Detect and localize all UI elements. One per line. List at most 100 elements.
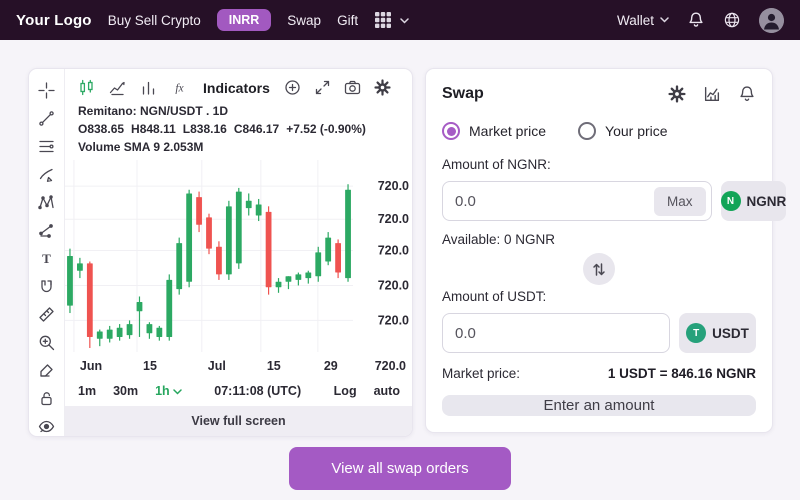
- enter-amount-button[interactable]: Enter an amount: [442, 395, 756, 416]
- nav-item-buy-sell-crypto[interactable]: Buy Sell Crypto: [108, 13, 201, 28]
- market-price-row-value: 1 USDT = 846.16 NGNR: [608, 366, 756, 381]
- zoom-in-icon[interactable]: [37, 333, 56, 352]
- your-price-radio[interactable]: [578, 122, 596, 140]
- ngnr-amount-label: Amount of NGNR:: [442, 157, 756, 172]
- plus-circle-icon[interactable]: [284, 79, 302, 97]
- chart-clock[interactable]: 07:11:08 (UTC): [214, 384, 301, 398]
- eye-icon[interactable]: [37, 417, 56, 436]
- svg-text:720.0: 720.0: [378, 212, 409, 226]
- swap-arrows-icon: [592, 262, 606, 277]
- nav-item-inrr-badge[interactable]: INRR: [217, 9, 272, 31]
- svg-text:720.0: 720.0: [378, 243, 409, 257]
- usdt-amount-box: [442, 313, 670, 353]
- brush-icon[interactable]: [37, 165, 56, 184]
- columns-icon[interactable]: [140, 79, 158, 97]
- ngnr-token-button[interactable]: N NGNR: [721, 181, 787, 221]
- fullscreen-icon[interactable]: [314, 79, 332, 97]
- chart-tools-rail: T: [29, 69, 65, 436]
- gear-icon[interactable]: [374, 79, 392, 97]
- chart-x-axis[interactable]: 720.0 Jun15Jul1529: [65, 359, 412, 377]
- market-price-row-label: Market price:: [442, 366, 520, 381]
- eraser-icon[interactable]: [37, 361, 56, 380]
- wallet-label: Wallet: [617, 13, 654, 28]
- bell-icon[interactable]: [687, 11, 705, 29]
- chart-top-left-icons: fx: [78, 79, 189, 97]
- swap-header-icons: [668, 85, 756, 103]
- price-chart-icon[interactable]: [703, 85, 721, 103]
- navbar-right: Wallet: [617, 8, 784, 33]
- trend-line-icon[interactable]: [37, 109, 56, 128]
- ngnr-token-label: NGNR: [747, 194, 787, 209]
- avatar[interactable]: [759, 8, 784, 33]
- ngnr-token-icon: N: [721, 191, 741, 211]
- ohlc-close: C846.17: [234, 121, 279, 138]
- market-price-radio[interactable]: [442, 122, 460, 140]
- wallet-menu[interactable]: Wallet: [617, 13, 669, 28]
- indicators-button[interactable]: Indicators: [203, 80, 270, 96]
- usdt-token-icon: T: [686, 323, 706, 343]
- timeframe-1h-button[interactable]: 1h: [155, 384, 182, 398]
- globe-icon[interactable]: [723, 11, 741, 29]
- ngnr-amount-box: Max: [442, 181, 712, 221]
- x-axis-tick-label: Jun: [80, 359, 102, 373]
- bell-icon[interactable]: [738, 85, 756, 103]
- crosshair-icon[interactable]: [37, 81, 56, 100]
- nav-item-gift[interactable]: Gift: [337, 13, 358, 28]
- camera-icon[interactable]: [344, 79, 362, 97]
- usdt-amount-input[interactable]: [455, 325, 664, 342]
- text-icon[interactable]: T: [37, 249, 56, 268]
- apps-caret-down-icon[interactable]: [400, 11, 409, 29]
- y-axis-bottom-label: 720.0: [375, 359, 406, 373]
- chart-top-toolbar: fx Indicators: [65, 69, 412, 101]
- swap-direction-button[interactable]: [583, 253, 615, 285]
- timeframe-1m-button[interactable]: 1m: [78, 384, 96, 398]
- price-mode-radios: Market price Your price: [442, 122, 756, 140]
- chart-symbol-line[interactable]: Remitano: NGN/USDT . 1D: [65, 101, 412, 120]
- view-full-screen-button[interactable]: View full screen: [65, 406, 412, 436]
- swap-header: Swap: [442, 85, 756, 103]
- auto-scale-button[interactable]: auto: [374, 384, 400, 398]
- svg-text:720.0: 720.0: [378, 278, 409, 292]
- x-axis-tick-label: 15: [143, 359, 157, 373]
- ngnr-amount-input[interactable]: [455, 193, 654, 210]
- fib-icon[interactable]: [37, 137, 56, 156]
- xabcd-icon[interactable]: [37, 193, 56, 212]
- view-all-swap-orders-button[interactable]: View all swap orders: [289, 447, 511, 490]
- usdt-token-label: USDT: [712, 326, 749, 341]
- magnet-icon[interactable]: [37, 277, 56, 296]
- navbar: Your Logo Buy Sell Crypto INRR Swap Gift…: [0, 0, 800, 40]
- x-axis-tick-label: Jul: [208, 359, 226, 373]
- svg-text:fx: fx: [175, 83, 184, 95]
- logo[interactable]: Your Logo: [16, 12, 92, 29]
- ngnr-amount-row: Max N NGNR: [442, 181, 756, 221]
- usdt-token-button[interactable]: T USDT: [679, 313, 756, 353]
- chart-main: fx Indicators Remitano: NGN/USDT . 1D O8…: [65, 69, 412, 436]
- timeframe-1h-label: 1h: [155, 384, 170, 398]
- grid-menu-icon[interactable]: [374, 11, 392, 29]
- usdt-amount-row: T USDT: [442, 313, 756, 353]
- svg-text:720.0: 720.0: [378, 179, 409, 193]
- market-price-row: Market price: 1 USDT = 846.16 NGNR: [442, 366, 756, 381]
- projection-icon[interactable]: [37, 221, 56, 240]
- chart-footer-toolbar: 1m 30m 1h 07:11:08 (UTC) Log auto: [65, 377, 412, 401]
- gear-icon[interactable]: [668, 85, 686, 103]
- your-price-label[interactable]: Your price: [605, 123, 668, 139]
- usdt-amount-label: Amount of USDT:: [442, 289, 756, 304]
- fx-icon[interactable]: fx: [171, 79, 189, 97]
- chart-ohlc-row: O838.65 H848.11 L838.16 C846.17 +7.52 (-…: [65, 120, 412, 138]
- timeframe-30m-button[interactable]: 30m: [113, 384, 138, 398]
- lock-icon[interactable]: [37, 389, 56, 408]
- max-button[interactable]: Max: [654, 187, 706, 216]
- chart-plot-area[interactable]: 720.0720.0720.0720.0720.0: [65, 158, 412, 359]
- log-scale-button[interactable]: Log: [334, 384, 357, 398]
- forecast-icon[interactable]: [109, 79, 127, 97]
- ruler-icon[interactable]: [37, 305, 56, 324]
- ohlc-high: H848.11: [131, 121, 176, 138]
- candlestick-chart: 720.0720.0720.0720.0720.0: [65, 158, 411, 354]
- candlestick-icon[interactable]: [78, 79, 96, 97]
- swap-title: Swap: [442, 85, 484, 103]
- available-balance: Available: 0 NGNR: [442, 232, 756, 247]
- chart-top-right-icons: [284, 79, 400, 97]
- market-price-label[interactable]: Market price: [469, 123, 546, 139]
- nav-item-swap[interactable]: Swap: [287, 13, 321, 28]
